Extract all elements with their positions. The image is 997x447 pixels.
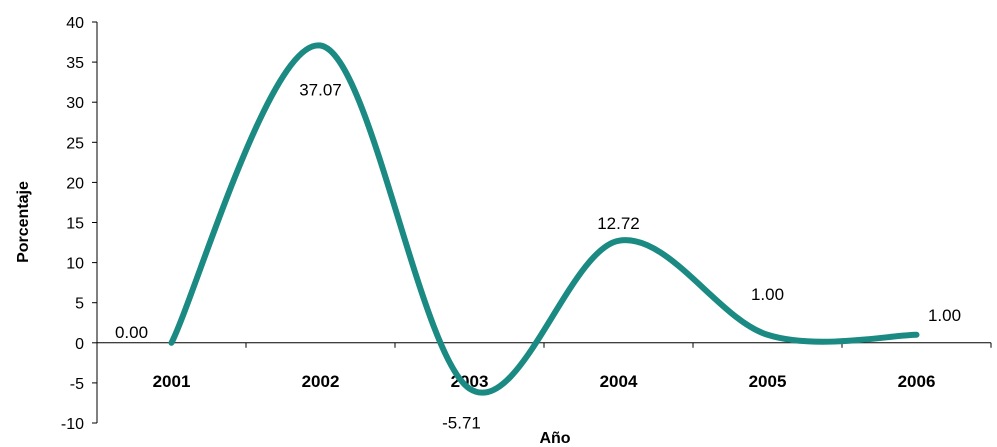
series-group [168,42,920,396]
series-line [168,42,920,396]
y-tick-label: 25 [66,135,84,152]
y-tick-labels: -10 -5 0 5 10 15 20 25 30 35 40 [61,15,84,433]
data-label: -5.71 [442,414,481,433]
data-label: 1.00 [928,306,961,325]
y-tick-label: -10 [61,416,84,433]
y-tick-label: 10 [66,256,84,273]
x-category-label: 2002 [302,372,340,391]
y-tick-label: 35 [66,55,84,72]
x-category-label: 2006 [898,372,936,391]
data-label: 37.07 [299,80,342,99]
axes [92,21,992,424]
y-tick-label: 20 [66,175,84,192]
data-label: 12.72 [597,214,640,233]
x-category-label: 2005 [749,372,787,391]
x-tick-labels: 2001 2002 2003 2004 2005 2006 [153,372,936,391]
y-tick-label: 40 [66,15,84,32]
y-tick-label: 0 [75,336,84,353]
data-labels: 0.00 37.07 -5.71 12.72 1.00 1.00 [115,80,961,432]
y-tick-label: -5 [70,376,84,393]
y-tick-label: 30 [66,95,84,112]
y-axis-title: Porcentaje [15,181,32,263]
x-axis-title: Año [539,430,570,447]
data-label: 0.00 [115,323,148,342]
x-category-label: 2001 [153,372,191,391]
y-tick-label: 15 [66,216,84,233]
y-tick-label: 5 [75,296,84,313]
data-label: 1.00 [751,285,784,304]
x-category-label: 2004 [600,372,638,391]
